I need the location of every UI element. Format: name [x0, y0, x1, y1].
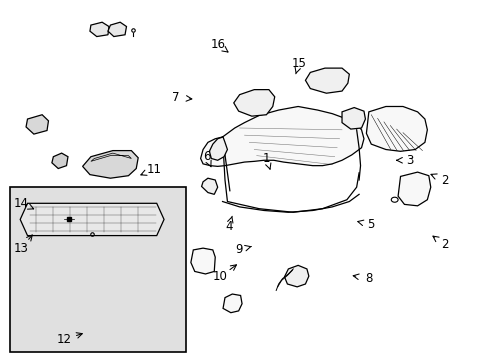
Text: 11: 11: [146, 163, 162, 176]
Polygon shape: [90, 22, 109, 37]
Polygon shape: [305, 68, 348, 93]
Polygon shape: [209, 137, 227, 160]
Polygon shape: [397, 172, 430, 206]
Polygon shape: [26, 115, 48, 134]
Text: 2: 2: [440, 174, 447, 186]
Polygon shape: [20, 203, 163, 235]
Text: 3: 3: [406, 154, 413, 167]
Text: 12: 12: [57, 333, 71, 346]
Polygon shape: [108, 22, 126, 37]
Polygon shape: [341, 108, 365, 129]
Text: 2: 2: [440, 238, 447, 251]
Polygon shape: [52, 153, 68, 168]
Text: 9: 9: [234, 243, 242, 256]
Text: 4: 4: [224, 220, 232, 233]
Polygon shape: [201, 178, 217, 194]
Polygon shape: [91, 153, 131, 161]
Polygon shape: [284, 265, 308, 287]
Bar: [10, 187, 185, 352]
Text: 5: 5: [367, 218, 374, 231]
Text: 15: 15: [291, 57, 306, 70]
Text: 6: 6: [203, 150, 210, 163]
Text: 14: 14: [14, 197, 29, 210]
Text: 8: 8: [365, 272, 372, 285]
Polygon shape: [233, 90, 274, 116]
Text: 16: 16: [210, 38, 224, 51]
Polygon shape: [366, 107, 427, 151]
Text: 10: 10: [212, 270, 227, 283]
Text: 1: 1: [262, 152, 270, 165]
Polygon shape: [82, 150, 138, 178]
Text: 7: 7: [172, 91, 180, 104]
Text: 13: 13: [14, 242, 29, 255]
Polygon shape: [190, 248, 215, 274]
Polygon shape: [223, 294, 242, 313]
Circle shape: [390, 197, 397, 202]
Polygon shape: [200, 107, 363, 166]
